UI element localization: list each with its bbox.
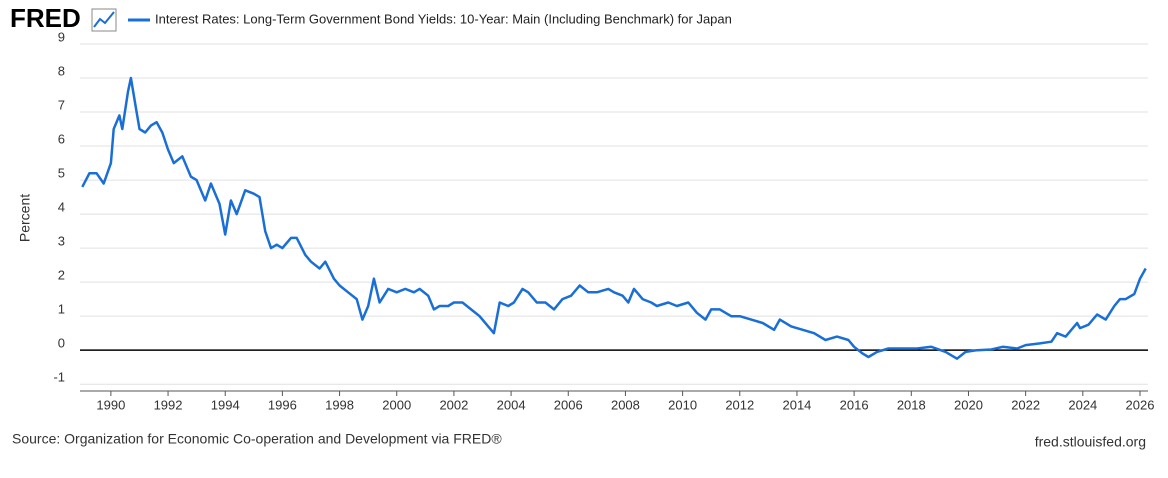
logo: FRED [10,3,81,33]
x-tick-label: 2008 [611,397,640,412]
series-line [81,76,1147,360]
y-tick-label: 8 [58,63,65,78]
x-tick-label: 2004 [497,397,526,412]
site: fred.stlouisfed.org [1035,434,1146,450]
logo-icon [91,8,117,32]
x-tick-label: 2018 [897,397,926,412]
x-tick-label: 2024 [1068,397,1097,412]
y-axis-label: Percent [17,194,33,242]
x-tick-label: 2014 [782,397,811,412]
y-tick-label: 7 [58,97,65,112]
x-tick-label: 2016 [840,397,869,412]
y-tick-label: 3 [58,234,65,249]
y-tick-label: 5 [58,166,65,181]
x-tick-label: 2026 [1126,397,1155,412]
legend-label: Interest Rates: Long-Term Government Bon… [155,11,732,26]
x-tick-label: 2000 [382,397,411,412]
y-tick-label: 4 [58,200,65,215]
y-tick-label: 1 [58,302,65,317]
y-tick-label: 2 [58,268,65,283]
y-tick-label: 6 [58,131,65,146]
x-tick-label: 2020 [954,397,983,412]
x-tick-label: 2012 [725,397,754,412]
x-tick-label: 2002 [439,397,468,412]
plot-area [80,44,1148,390]
x-tick-label: 2010 [668,397,697,412]
y-tick-label: -1 [53,370,65,385]
x-tick-label: 2006 [554,397,583,412]
x-tick-label: 1992 [154,397,183,412]
source: Source: Organization for Economic Co-ope… [12,431,502,447]
x-tick-label: 1996 [268,397,297,412]
x-tick-label: 2022 [1011,397,1040,412]
y-tick-label: 9 [58,29,65,44]
x-tick-label: 1998 [325,397,354,412]
x-tick-label: 1990 [96,397,125,412]
x-tick-label: 1994 [211,397,240,412]
y-tick-label: 0 [58,336,65,351]
